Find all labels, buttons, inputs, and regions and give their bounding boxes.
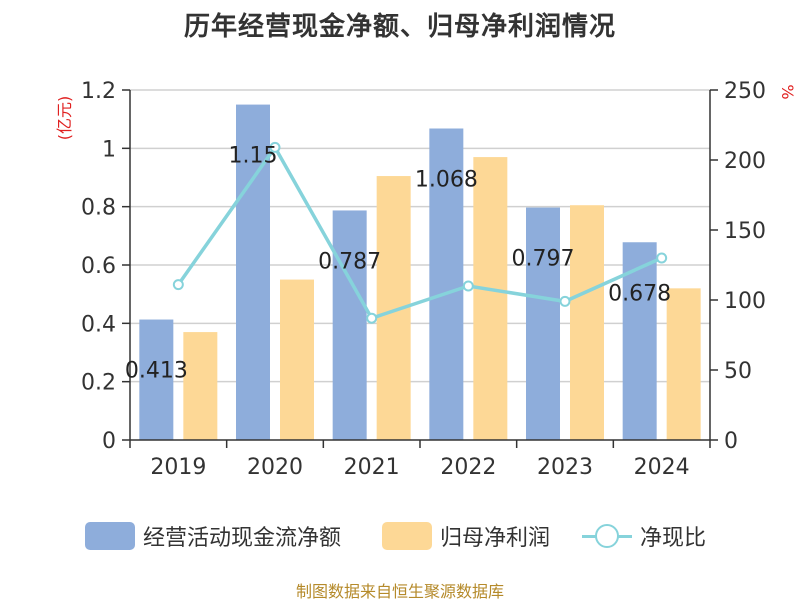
legend-label-profit: 归母净利润 bbox=[440, 526, 551, 551]
bar-data-label: 0.413 bbox=[125, 359, 188, 384]
legend-swatch-ratio bbox=[582, 522, 632, 550]
ratio-point bbox=[366, 312, 378, 324]
bar-data-label: 0.787 bbox=[318, 249, 381, 274]
y-left-tick-label: 1 bbox=[102, 137, 116, 162]
y-left-tick-label: 0.4 bbox=[81, 312, 116, 337]
legend-item-ratio[interactable]: 净现比 bbox=[582, 516, 706, 556]
y-left-tick-label: 0.6 bbox=[81, 254, 116, 279]
x-tick-label: 2022 bbox=[440, 455, 496, 480]
x-tick-label: 2021 bbox=[344, 455, 400, 480]
axes: 0 0.2 0.4 0.6 0.8 1 1.2 0 50 100 150 200 250 2019 2020… bbox=[81, 79, 766, 480]
bar-cashflow bbox=[429, 128, 464, 440]
bar-profit bbox=[473, 157, 508, 441]
y-left-axis-label: (亿元) bbox=[55, 96, 74, 141]
y-right-tick-label: 100 bbox=[724, 289, 766, 314]
ratio-point bbox=[269, 141, 281, 153]
ratio-point bbox=[172, 279, 184, 291]
legend: 经营活动现金流净额 归母净利润 净现比 bbox=[0, 516, 800, 556]
y-left-tick-label: 1.2 bbox=[81, 79, 116, 104]
legend-swatch-cashflow bbox=[85, 522, 135, 550]
ratio-line-path bbox=[176, 144, 663, 321]
y-left-tick-label: 0.8 bbox=[81, 196, 116, 221]
legend-label-cashflow: 经营活动现金流净额 bbox=[143, 526, 342, 551]
y-right-tick-label: 250 bbox=[724, 79, 766, 104]
y-right-axis-label: % bbox=[778, 84, 797, 99]
x-tick-label: 2019 bbox=[150, 455, 206, 480]
x-tick-label: 2023 bbox=[537, 455, 593, 480]
bars bbox=[139, 104, 701, 441]
bar-profit bbox=[183, 332, 218, 440]
bar-profit bbox=[666, 288, 701, 440]
legend-label-ratio: 净现比 bbox=[640, 526, 707, 551]
bar-data-label: 1.068 bbox=[415, 168, 478, 193]
ratio-point bbox=[656, 252, 668, 264]
y-left-tick-label: 0 bbox=[102, 429, 116, 454]
bar-data-label: 1.15 bbox=[229, 144, 278, 169]
legend-item-cashflow[interactable]: 经营活动现金流净额 bbox=[85, 516, 341, 556]
ratio-line bbox=[172, 141, 668, 324]
bar-profit bbox=[570, 205, 604, 440]
bar-data-label: 0.797 bbox=[512, 247, 575, 272]
bar-cashflow bbox=[622, 242, 657, 440]
x-tick-label: 2020 bbox=[247, 455, 303, 480]
chart-title: 历年经营现金净额、归母净利润情况 bbox=[183, 12, 616, 42]
source-note: 制图数据来自恒生聚源数据库 bbox=[295, 582, 504, 601]
legend-swatch-profit bbox=[382, 522, 432, 550]
bar-data-label: 0.678 bbox=[608, 281, 671, 306]
bar-cashflow bbox=[526, 207, 560, 440]
y-right-tick-label: 200 bbox=[724, 149, 766, 174]
bar-profit bbox=[280, 279, 314, 440]
ratio-point bbox=[559, 295, 571, 307]
data-labels: 0.413 1.15 0.787 1.068 0.797 0.678 bbox=[125, 144, 671, 384]
y-left-tick-label: 0.2 bbox=[81, 371, 116, 396]
ratio-point bbox=[462, 280, 474, 292]
legend-item-profit[interactable]: 归母净利润 bbox=[382, 516, 550, 556]
grid-lines bbox=[130, 89, 710, 383]
bar-cashflow bbox=[139, 319, 174, 440]
y-right-tick-label: 0 bbox=[724, 429, 738, 454]
bar-cashflow bbox=[332, 210, 367, 440]
y-right-tick-label: 50 bbox=[724, 359, 752, 384]
y-right-tick-label: 150 bbox=[724, 219, 766, 244]
x-tick-label: 2024 bbox=[634, 455, 690, 480]
